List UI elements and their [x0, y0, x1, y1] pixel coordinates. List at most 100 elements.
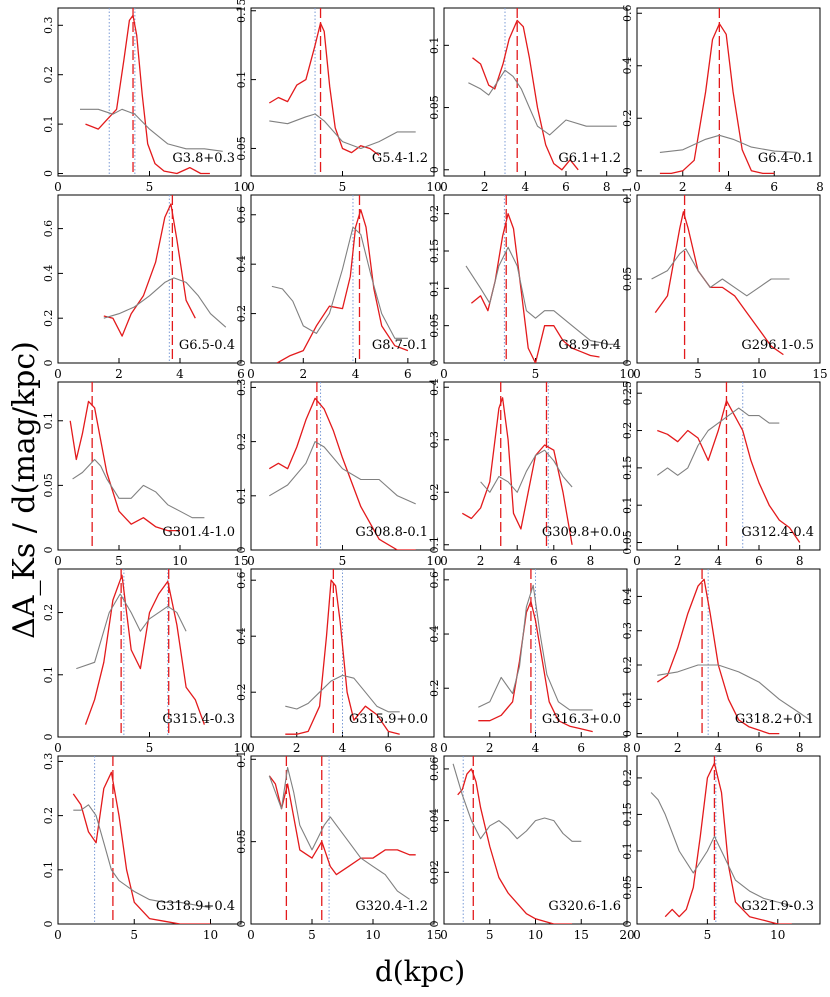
x-tick-label: 5 [308, 928, 316, 942]
y-tick-label: 0.05 [42, 473, 55, 498]
panel-title: G318.9+0.4 [156, 899, 235, 914]
x-tick-label: 10 [203, 928, 218, 942]
x-tick-label: 4 [522, 180, 530, 194]
y-tick-label: 0.1 [621, 496, 634, 514]
panel-title: G315.9+0.0 [349, 712, 428, 727]
x-tick-label: 4 [532, 741, 540, 755]
panel-G8.7-0.1: 0 2 4 600.20.40.6G8.7-0.1 [235, 194, 435, 381]
x-tick-label: 8 [603, 180, 611, 194]
panel-title: G8.7-0.1 [372, 338, 428, 353]
x-tick-label: 0 [247, 554, 255, 568]
x-tick-label: 0 [633, 367, 641, 381]
y-tick-label: 0 [42, 547, 55, 554]
y-tick-label: 0 [42, 170, 55, 177]
y-tick-label: 0.2 [621, 656, 634, 674]
y-tick-label: 0.15 [621, 802, 634, 827]
y-tick-label: 0.1 [42, 861, 55, 879]
panel-frame [443, 7, 628, 177]
y-tick-label: 0.2 [621, 769, 634, 787]
panel-G315.9+0.0: 0 2 4 6 8 0.2 0.4 0.6 G315.9+0.0 [235, 568, 438, 755]
model-curve [465, 246, 618, 345]
panel-title: G321.9-0.3 [741, 899, 814, 914]
x-tick-label: 15 [574, 928, 589, 942]
y-tick-label: 0.15 [235, 0, 248, 23]
x-tick-label: 10 [528, 928, 543, 942]
x-tick-label: 0 [247, 367, 255, 381]
y-tick-label: 0.3 [235, 379, 248, 397]
x-tick-label: 4 [176, 367, 184, 381]
x-tick-label: 0 [54, 554, 62, 568]
x-tick-label: 4 [339, 741, 347, 755]
panel-title: G308.8-0.1 [355, 525, 428, 540]
x-tick-label: 10 [426, 554, 441, 568]
extinction-curve [72, 771, 211, 924]
x-tick-label: 0 [54, 367, 62, 381]
x-tick-label: 4 [715, 741, 723, 755]
x-tick-label: 0 [633, 554, 641, 568]
x-tick-label: 10 [233, 180, 248, 194]
model-curve [478, 584, 593, 711]
panel-title: G316.3+0.0 [542, 712, 621, 727]
panel-frame [57, 381, 242, 551]
y-tick-label: 0 [621, 921, 634, 928]
y-tick-label: 0 [235, 360, 248, 367]
y-tick-label: 0.05 [621, 875, 634, 900]
model-curve [76, 593, 187, 670]
y-tick-label: 0.6 [235, 206, 248, 224]
x-tick-label: 2 [477, 554, 485, 568]
model-curve [80, 108, 223, 152]
panel-title: G318.2+0.1 [735, 712, 814, 727]
panel-frame [443, 381, 628, 551]
y-tick-label: 0.2 [42, 309, 55, 327]
x-tick-label: 6 [770, 180, 778, 194]
extinction-curve [461, 397, 573, 545]
model-curve [480, 449, 573, 493]
panel-title: G320.6-1.6 [548, 899, 621, 914]
panel-G6.1+1.2: 0 2 4 6 8 0 0.05 0.1 G6.1+1.2 [428, 7, 628, 194]
y-tick-label: 0 [42, 734, 55, 741]
panel-title: G6.1+1.2 [558, 151, 621, 166]
model-curve [651, 248, 790, 297]
x-tick-label: 0 [440, 741, 448, 755]
panel-frame [636, 755, 821, 925]
x-tick-label: 6 [562, 180, 570, 194]
model-curve [269, 441, 416, 505]
x-tick-label: 2 [674, 554, 682, 568]
y-tick-label: 0.6 [42, 220, 55, 238]
y-tick-label: 0.25 [621, 381, 634, 406]
x-tick-label: 0 [633, 928, 641, 942]
x-tick-label: 6 [755, 554, 763, 568]
x-tick-label: 0 [54, 741, 62, 755]
y-tick-label: 0 [621, 360, 634, 367]
y-tick-label: 0.1 [42, 412, 55, 430]
x-tick-label: 6 [755, 741, 763, 755]
y-tick-label: 0.6 [235, 571, 248, 589]
extinction-curve [659, 23, 775, 175]
y-tick-label: 0 [428, 360, 441, 367]
y-tick-label: 0.4 [428, 379, 441, 397]
panel-G309.8+0.0: 0 2 4 6 8 0.1 0.2 0.3 0.4 G309.8+0.0 [428, 379, 628, 568]
panel-G3.8+0.3: 0 5 10 0 0.1 0.2 0.3 G3.8+0.3 [42, 7, 249, 194]
y-tick-label: 0.6 [428, 571, 441, 589]
x-tick-label: 0 [440, 180, 448, 194]
y-tick-label: 0.05 [235, 136, 248, 161]
model-curve [269, 113, 416, 150]
x-tick-label: 10 [365, 928, 380, 942]
y-tick-label: 0.4 [235, 627, 248, 645]
y-tick-label: 0.4 [621, 588, 634, 606]
model-curve [73, 804, 211, 909]
y-tick-label: 0.4 [621, 57, 634, 75]
panel-title: G312.4-0.4 [741, 525, 814, 540]
y-tick-label: 0.3 [621, 622, 634, 640]
y-tick-label: 0.4 [42, 265, 55, 283]
y-tick-label: 0.05 [428, 95, 441, 120]
panel-title: G315.4-0.3 [162, 712, 235, 727]
extinction-curve [285, 579, 400, 735]
x-tick-label: 0 [54, 928, 62, 942]
panel-title: G301.4-1.0 [162, 525, 235, 540]
y-tick-label: 0 [42, 921, 55, 928]
panel-G312.4-0.4: 0 2 4 6 8 0.05 0.1 0.15 0.2 0.25 G312.4-0.4 [621, 381, 821, 568]
